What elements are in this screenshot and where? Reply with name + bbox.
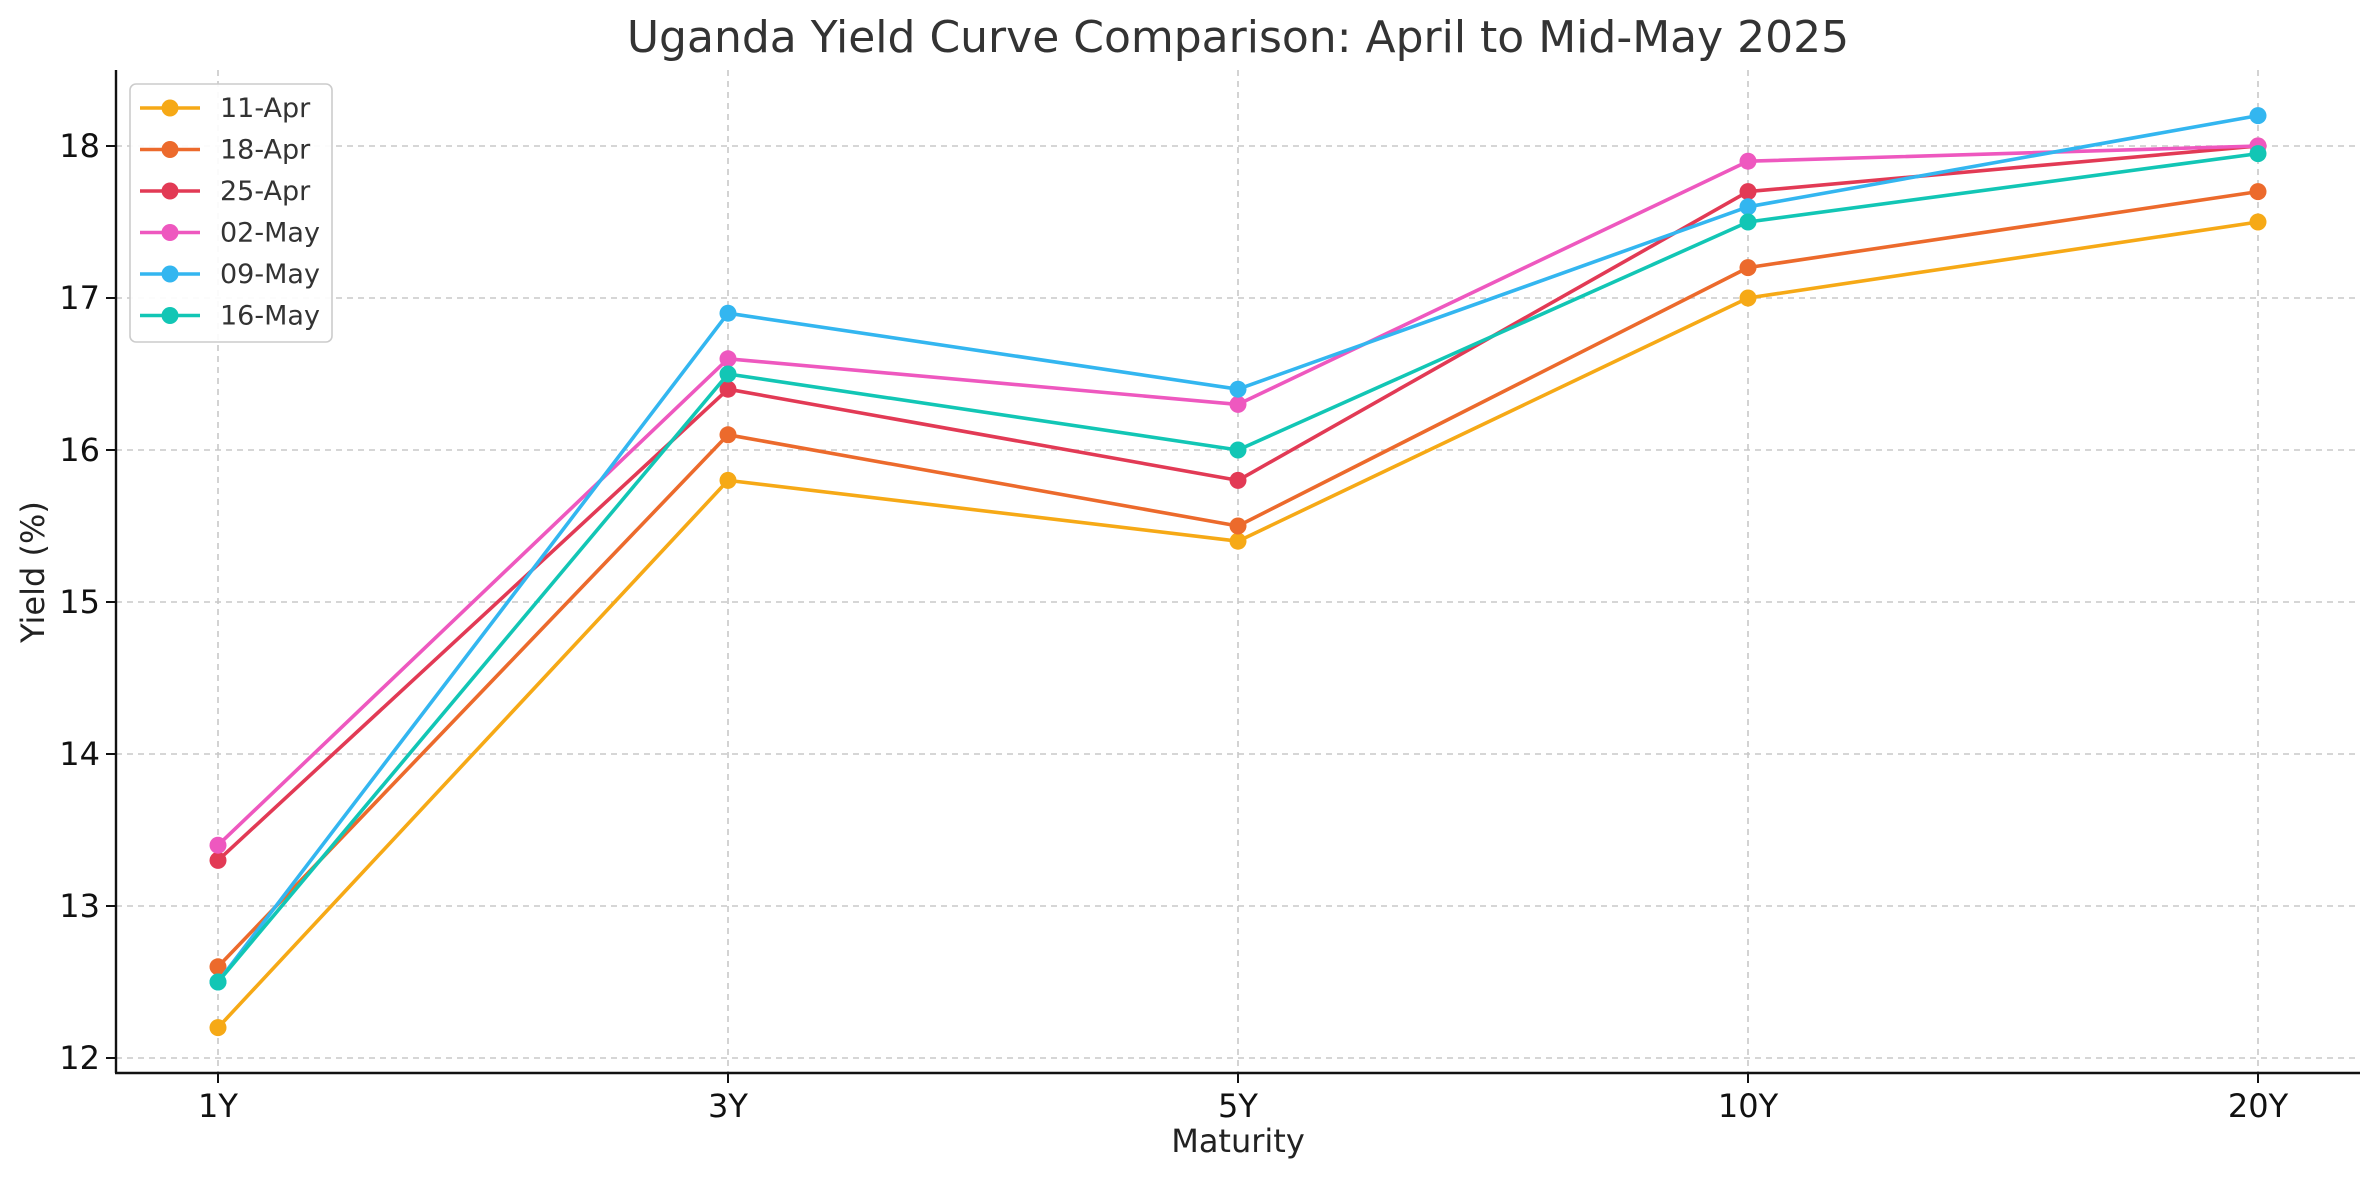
legend-entry-16-may: 16-May: [140, 301, 320, 332]
x-axis-label: Maturity: [1171, 1122, 1305, 1160]
legend-entry-11-apr: 11-Apr: [140, 93, 311, 124]
data-point: [209, 851, 227, 869]
legend-marker: [161, 307, 179, 324]
data-point: [2249, 183, 2267, 201]
x-tick-label: 20Y: [2228, 1087, 2289, 1125]
data-point: [1739, 213, 1757, 231]
data-point: [1229, 441, 1247, 459]
data-point: [2249, 107, 2267, 125]
x-tick-label: 5Y: [1218, 1087, 1258, 1125]
data-point: [1229, 471, 1247, 489]
legend-marker: [161, 182, 179, 200]
data-point: [719, 350, 737, 368]
data-point: [719, 380, 737, 398]
series-16-may: [209, 145, 2267, 991]
legend-label: 18-Apr: [220, 135, 311, 166]
data-point: [719, 365, 737, 383]
ticks: 12 13 14 15 16 17 18 1Y 3Y 5Y 10Y 20Y: [59, 127, 2288, 1125]
data-point: [1739, 289, 1757, 307]
y-tick-label: 18: [59, 127, 100, 165]
data-point: [719, 304, 737, 322]
data-point: [1229, 380, 1247, 398]
legend-entry-09-may: 09-May: [140, 259, 320, 290]
series-11-apr: [209, 213, 2267, 1037]
data-point: [1739, 259, 1757, 277]
x-tick-label: 10Y: [1718, 1087, 1779, 1125]
data-point: [209, 1019, 227, 1037]
legend-entry-25-apr: 25-Apr: [140, 176, 311, 207]
legend-marker: [161, 99, 179, 117]
data-point: [719, 426, 737, 444]
legend-label: 16-May: [220, 301, 320, 332]
data-point: [1739, 152, 1757, 170]
legend-entry-18-apr: 18-Apr: [140, 135, 311, 166]
data-point: [209, 958, 227, 976]
data-point: [2249, 145, 2267, 163]
data-point: [1229, 395, 1247, 413]
legend-marker: [161, 224, 179, 241]
legend-label: 25-Apr: [220, 176, 311, 207]
y-tick-label: 17: [59, 279, 100, 317]
legend-entry-02-may: 02-May: [140, 218, 320, 249]
legend-marker: [161, 141, 179, 158]
data-point: [719, 471, 737, 489]
y-tick-label: 15: [59, 583, 100, 621]
legend: 11-Apr 18-Apr 25-Apr 02-May 09-May 16-May: [129, 83, 333, 343]
data-point: [1229, 517, 1247, 535]
data-point: [2249, 213, 2267, 231]
x-tick-label: 3Y: [708, 1087, 748, 1125]
chart-title: Uganda Yield Curve Comparison: April to …: [627, 12, 1849, 63]
series-18-apr: [209, 183, 2267, 976]
data-point: [1229, 532, 1247, 550]
y-tick-label: 13: [59, 887, 100, 925]
legend-label: 11-Apr: [220, 93, 311, 124]
x-tick-label: 1Y: [198, 1087, 238, 1125]
legend-label: 02-May: [220, 218, 320, 249]
legend-marker: [161, 265, 179, 283]
legend-label: 09-May: [220, 259, 320, 290]
data-point: [1739, 183, 1757, 201]
data-point: [1739, 198, 1757, 216]
grid: [116, 70, 2360, 1073]
data-point: [209, 973, 227, 991]
y-tick-label: 14: [59, 735, 100, 773]
y-tick-label: 16: [59, 431, 100, 469]
data-point: [209, 836, 227, 854]
y-axis-label: Yield (%): [14, 501, 52, 644]
y-tick-label: 12: [59, 1039, 100, 1077]
series-layer: [209, 107, 2267, 1037]
